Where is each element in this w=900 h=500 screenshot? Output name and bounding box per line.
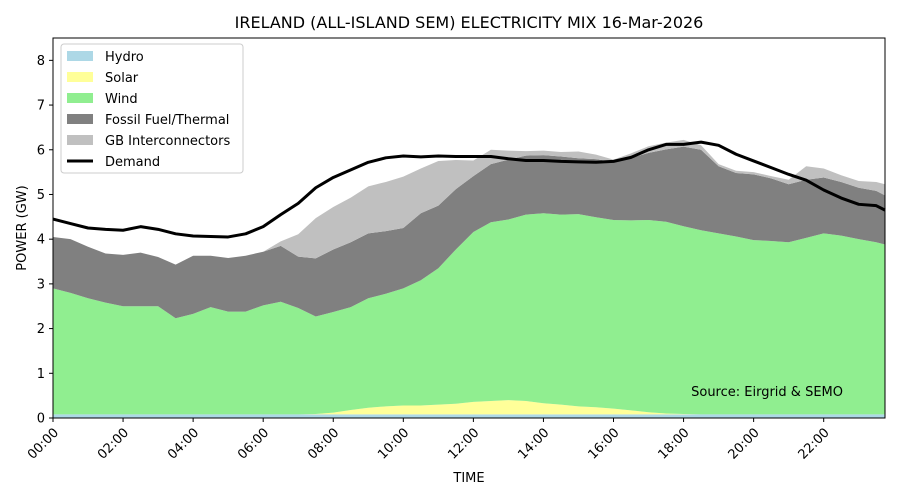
x-tick-label: 14:00 — [515, 425, 552, 462]
plot-frame — [52, 37, 886, 419]
y-tick-label: 7 — [37, 99, 45, 114]
area-hydro — [53, 414, 885, 418]
legend-label: GB Interconnectors — [105, 134, 230, 149]
y-tick-label: 1 — [37, 367, 45, 382]
x-tick-label: 10:00 — [375, 425, 412, 462]
legend-swatch — [67, 72, 93, 82]
source-annotation: Source: Eirgrid & SEMO — [691, 385, 843, 400]
y-tick-label: 0 — [37, 412, 45, 427]
x-axis: 00:00 02:00 04:00 06:00 08:00 10:00 12:00 14:00… — [25, 418, 833, 463]
y-axis: 0 1 2 3 4 5 6 7 8 — [37, 54, 53, 427]
x-tick-label: 20:00 — [726, 425, 763, 462]
y-tick-label: 5 — [37, 188, 45, 203]
x-tick-label: 22:00 — [796, 425, 833, 462]
area-wind — [53, 213, 885, 415]
x-tick-label: 06:00 — [235, 425, 272, 462]
y-tick-label: 2 — [37, 322, 45, 337]
area-fossil-fuel-thermal — [53, 146, 885, 319]
legend: Hydro Solar Wind Fossil Fuel/Thermal GB Inte… — [60, 43, 244, 174]
y-tick-label: 3 — [37, 277, 45, 292]
x-axis-label: TIME — [452, 471, 484, 486]
legend-label: Fossil Fuel/Thermal — [105, 113, 229, 128]
legend-label: Demand — [105, 155, 160, 170]
legend-label: Wind — [105, 92, 138, 107]
x-tick-label: 02:00 — [95, 425, 132, 462]
x-tick-label: 12:00 — [445, 425, 482, 462]
legend-box — [60, 43, 244, 174]
area-gb-interconnectors — [53, 139, 885, 265]
legend-label: Hydro — [105, 50, 144, 65]
x-tick-label: 00:00 — [25, 425, 62, 462]
area-solar — [53, 400, 885, 415]
area-layers — [53, 139, 885, 418]
demand-series — [52, 140, 886, 239]
legend-swatch — [67, 51, 93, 61]
legend-swatch — [67, 135, 93, 145]
x-tick-label: 16:00 — [585, 425, 622, 462]
demand-line — [52, 140, 886, 239]
y-axis-label: POWER (GW) — [15, 185, 30, 270]
legend-label: Solar — [105, 71, 139, 86]
chart-title: IRELAND (ALL-ISLAND SEM) ELECTRICITY MIX… — [235, 13, 704, 32]
y-tick-label: 6 — [37, 143, 45, 158]
y-tick-label: 4 — [37, 233, 45, 248]
y-tick-label: 8 — [37, 54, 45, 69]
x-tick-label: 04:00 — [165, 425, 202, 462]
legend-swatch — [67, 93, 93, 103]
x-tick-label: 18:00 — [656, 425, 693, 462]
legend-swatch — [67, 114, 93, 124]
x-tick-label: 08:00 — [305, 425, 342, 462]
